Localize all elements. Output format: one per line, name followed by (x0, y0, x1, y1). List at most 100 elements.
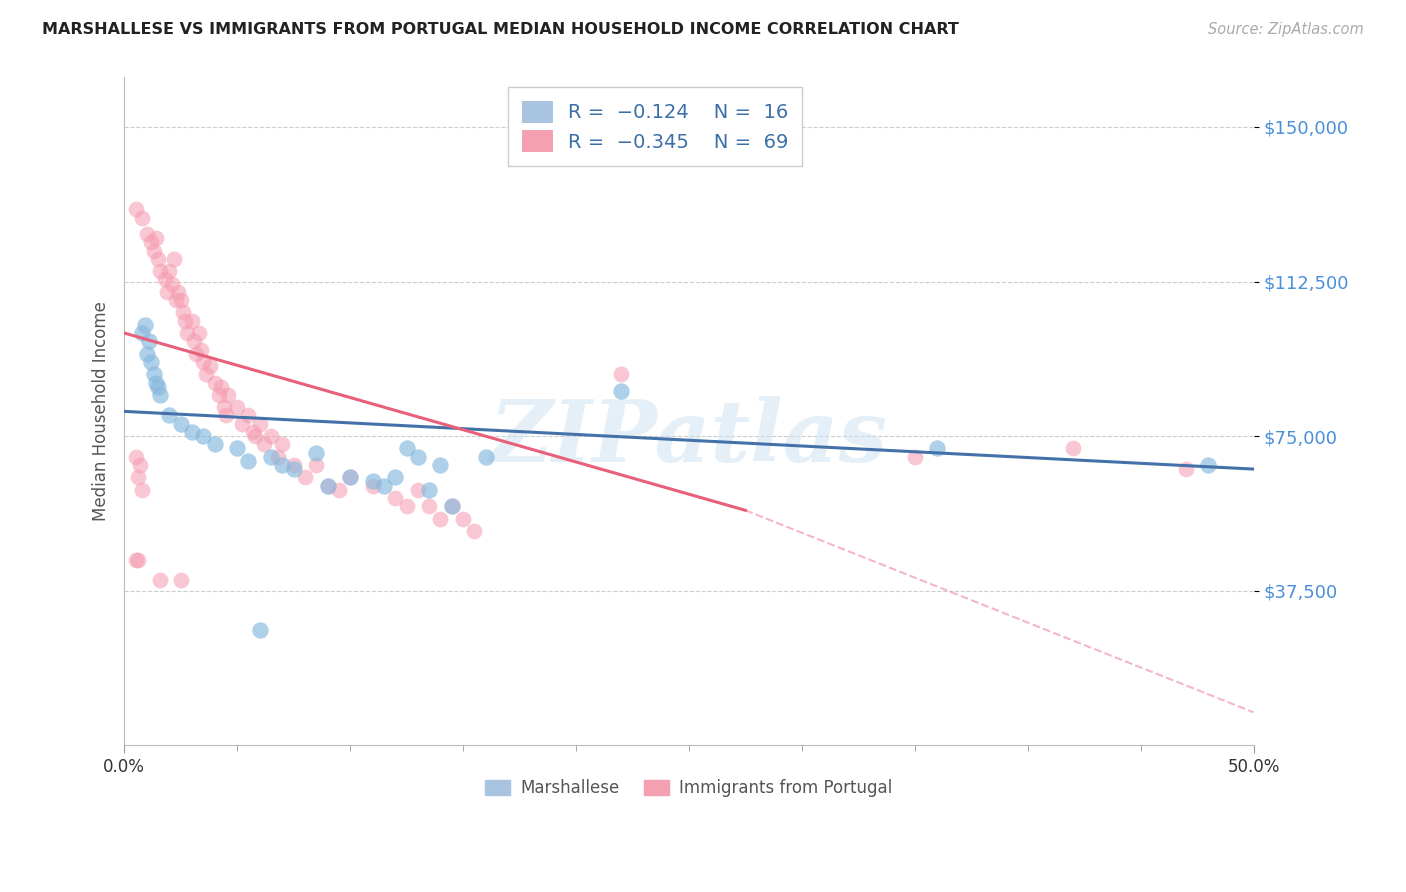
Point (156, 285, 179, 299)
Legend: Marshallese, Immigrants from Portugal: Marshallese, Immigrants from Portugal (478, 772, 900, 804)
Point (271, 458, 294, 472)
Point (149, 388, 172, 402)
Point (149, 264, 172, 278)
Point (176, 326, 198, 340)
Point (138, 334, 160, 349)
Point (198, 359, 221, 373)
Point (1197, 458, 1219, 472)
Point (131, 326, 153, 340)
Point (904, 450, 927, 464)
Point (406, 450, 429, 464)
Point (927, 442, 949, 456)
Point (170, 417, 193, 431)
Point (181, 313, 204, 327)
Point (212, 401, 235, 415)
Text: Source: ZipAtlas.com: Source: ZipAtlas.com (1208, 22, 1364, 37)
Point (186, 346, 208, 360)
Point (174, 313, 197, 327)
Point (194, 368, 217, 382)
Point (440, 499, 463, 513)
Point (283, 462, 305, 476)
Point (610, 368, 633, 382)
Point (134, 318, 156, 332)
Point (142, 244, 165, 258)
Point (181, 425, 204, 439)
Point (373, 478, 395, 492)
Point (245, 429, 267, 443)
Point (328, 483, 350, 497)
Point (451, 511, 474, 525)
Point (249, 623, 271, 637)
Point (226, 401, 249, 415)
Point (129, 458, 152, 472)
Point (170, 574, 193, 588)
Point (260, 450, 283, 464)
Point (339, 470, 361, 484)
Point (440, 499, 463, 513)
Point (610, 384, 633, 398)
Point (145, 231, 167, 245)
Point (384, 470, 406, 484)
Point (215, 409, 238, 423)
Point (135, 227, 157, 241)
Point (141, 235, 163, 250)
Point (260, 429, 283, 443)
Point (238, 454, 260, 468)
Point (253, 437, 276, 451)
Point (231, 417, 253, 431)
Point (146, 379, 169, 393)
Point (395, 499, 418, 513)
Point (146, 252, 169, 266)
Point (124, 202, 146, 217)
Point (124, 553, 146, 567)
Point (163, 252, 186, 266)
Point (145, 376, 167, 390)
Point (429, 458, 451, 472)
Point (204, 376, 226, 390)
Point (187, 326, 209, 340)
Point (131, 211, 153, 225)
Point (165, 293, 187, 307)
Point (474, 450, 496, 464)
Point (406, 483, 429, 497)
Y-axis label: Median Household Income: Median Household Income (93, 301, 110, 521)
Point (242, 425, 264, 439)
Point (339, 470, 361, 484)
Point (238, 409, 260, 423)
Point (316, 478, 339, 492)
Point (271, 437, 294, 451)
Point (193, 355, 215, 369)
Point (131, 483, 153, 497)
Point (167, 285, 190, 299)
Point (157, 409, 180, 423)
Point (305, 445, 328, 459)
Text: MARSHALLESE VS IMMIGRANTS FROM PORTUGAL MEDIAN HOUSEHOLD INCOME CORRELATION CHAR: MARSHALLESE VS IMMIGRANTS FROM PORTUGAL … (42, 22, 959, 37)
Point (149, 574, 172, 588)
Point (208, 388, 231, 402)
Point (217, 388, 239, 402)
Point (124, 450, 146, 464)
Point (418, 499, 440, 513)
Point (170, 293, 193, 307)
Point (361, 478, 384, 492)
Point (1174, 462, 1197, 476)
Point (141, 355, 163, 369)
Point (1062, 442, 1084, 456)
Point (305, 458, 328, 472)
Point (193, 429, 215, 443)
Point (429, 511, 451, 525)
Point (249, 417, 271, 431)
Point (127, 553, 149, 567)
Point (172, 305, 194, 319)
Point (226, 442, 249, 456)
Point (142, 368, 165, 382)
Point (395, 442, 418, 456)
Text: ZIPatlas: ZIPatlas (489, 396, 889, 480)
Point (204, 437, 226, 451)
Point (384, 491, 406, 505)
Point (361, 475, 384, 489)
Point (157, 264, 180, 278)
Point (183, 334, 205, 349)
Point (463, 524, 485, 538)
Point (283, 458, 305, 472)
